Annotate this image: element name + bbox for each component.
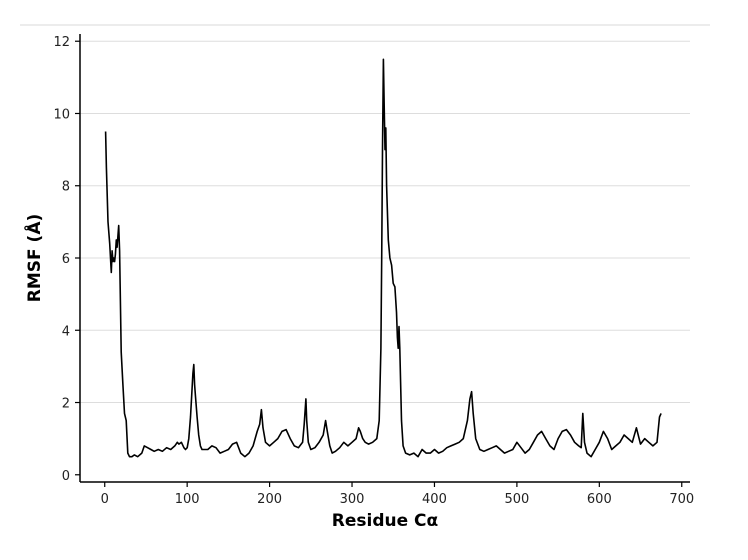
series-line-0 <box>104 58 662 458</box>
x-tick-label-400: 400 <box>422 492 447 507</box>
y-tick-label-2: 2 <box>62 397 70 412</box>
y-tick-label-0: 0 <box>62 469 70 484</box>
y-tick-label-12: 12 <box>53 35 70 50</box>
y-tick-label-10: 10 <box>53 107 70 122</box>
x-tick-label-600: 600 <box>587 492 612 507</box>
x-tick-label-500: 500 <box>504 492 529 507</box>
x-axis-ticks: 0 100 200 300 400 500 600 700 <box>101 482 694 507</box>
x-tick-label-0: 0 <box>101 492 109 507</box>
y-axis-ticks: 0 2 4 6 8 10 12 <box>53 35 80 484</box>
x-tick-label-700: 700 <box>669 492 694 507</box>
grid-lines <box>80 40 690 404</box>
x-tick-label-200: 200 <box>257 492 282 507</box>
y-tick-label-8: 8 <box>62 180 70 195</box>
x-tick-label-300: 300 <box>340 492 365 507</box>
y-axis-title: RMSF (Å) <box>22 214 45 302</box>
x-axis-title: Residue Cα <box>332 511 438 531</box>
x-tick-label-100: 100 <box>175 492 200 507</box>
y-tick-label-6: 6 <box>62 252 70 267</box>
series-group <box>104 58 662 458</box>
top-divider <box>20 24 710 26</box>
y-tick-label-4: 4 <box>62 324 70 339</box>
